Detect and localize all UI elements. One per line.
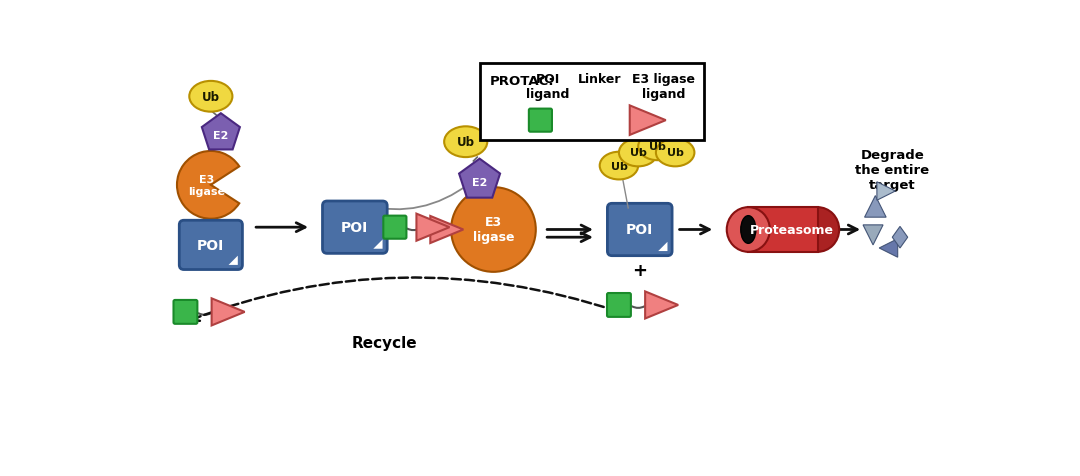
Polygon shape: [229, 256, 238, 265]
Polygon shape: [865, 196, 886, 218]
FancyBboxPatch shape: [481, 64, 704, 141]
Ellipse shape: [638, 133, 677, 161]
FancyBboxPatch shape: [174, 300, 198, 324]
FancyBboxPatch shape: [607, 293, 631, 317]
Circle shape: [451, 188, 536, 272]
Polygon shape: [212, 299, 245, 326]
Polygon shape: [877, 182, 895, 201]
Polygon shape: [374, 240, 382, 249]
Text: Ub: Ub: [649, 142, 666, 152]
Polygon shape: [879, 239, 897, 258]
Polygon shape: [658, 242, 667, 251]
Text: POI: POI: [198, 238, 225, 252]
Text: Ub: Ub: [202, 90, 220, 104]
FancyBboxPatch shape: [607, 204, 672, 256]
FancyBboxPatch shape: [179, 221, 242, 270]
Text: Ub: Ub: [630, 148, 647, 158]
Ellipse shape: [619, 139, 658, 167]
Polygon shape: [202, 114, 240, 150]
Ellipse shape: [189, 82, 232, 112]
Text: +: +: [632, 261, 647, 279]
Text: POI
ligand: POI ligand: [526, 73, 570, 101]
Polygon shape: [417, 214, 449, 241]
Text: E2: E2: [472, 178, 487, 188]
Ellipse shape: [727, 208, 770, 252]
Ellipse shape: [656, 139, 694, 167]
Text: Proteasome: Proteasome: [751, 224, 834, 237]
Text: Linker: Linker: [578, 73, 621, 86]
Polygon shape: [863, 226, 883, 245]
Polygon shape: [892, 227, 907, 248]
Polygon shape: [645, 292, 678, 319]
Polygon shape: [430, 217, 463, 244]
FancyBboxPatch shape: [323, 201, 387, 254]
Text: PROTAC:: PROTAC:: [489, 75, 554, 88]
Wedge shape: [177, 152, 240, 219]
Ellipse shape: [444, 127, 487, 158]
Ellipse shape: [599, 152, 638, 180]
Text: Recycle: Recycle: [351, 336, 417, 350]
Text: E3
ligase: E3 ligase: [473, 216, 514, 244]
FancyBboxPatch shape: [383, 216, 406, 239]
Text: Degrade
the entire
target: Degrade the entire target: [855, 149, 930, 191]
Text: Ub: Ub: [610, 161, 627, 171]
Text: E3 ligase
ligand: E3 ligase ligand: [632, 73, 696, 101]
Text: Ub: Ub: [666, 148, 684, 158]
Text: E2: E2: [213, 130, 229, 140]
Text: E3
ligase: E3 ligase: [189, 175, 226, 196]
Ellipse shape: [741, 216, 756, 244]
FancyBboxPatch shape: [529, 109, 552, 132]
Polygon shape: [459, 159, 500, 198]
Ellipse shape: [796, 208, 839, 252]
Text: Ub: Ub: [457, 136, 475, 149]
Bar: [748, 208, 818, 252]
Text: POI: POI: [341, 221, 368, 235]
Text: POI: POI: [626, 223, 653, 237]
Polygon shape: [630, 106, 665, 136]
